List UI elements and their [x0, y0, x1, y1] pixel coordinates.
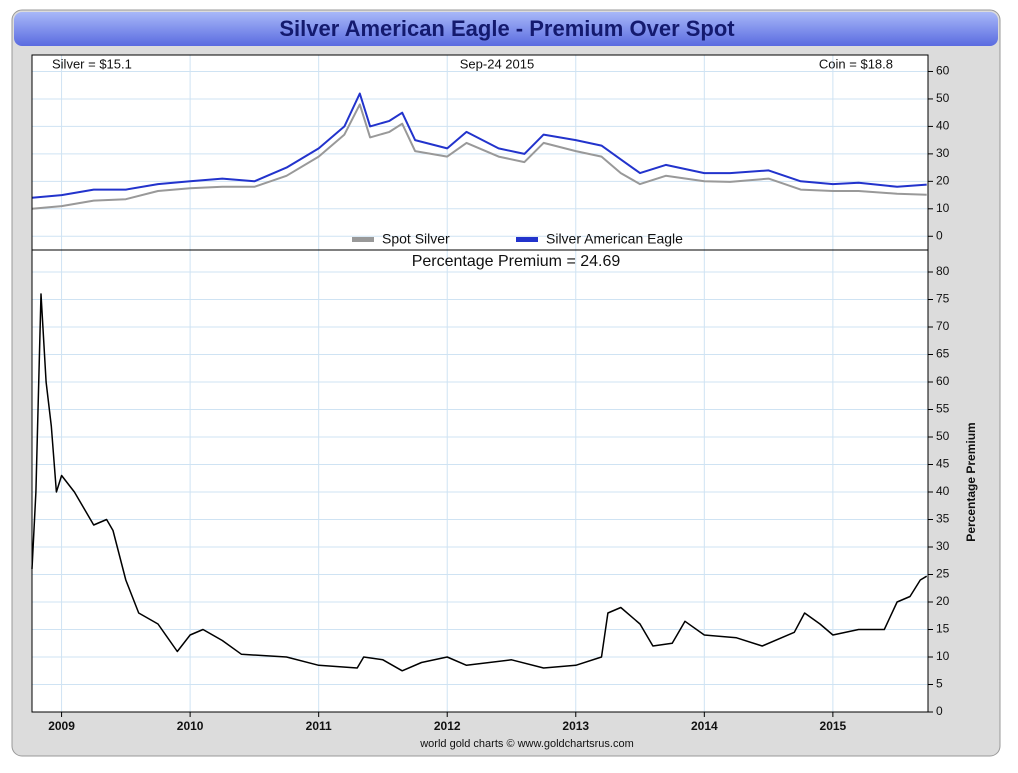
legend-label: Spot Silver — [382, 231, 450, 247]
y-tick-label: 55 — [936, 402, 950, 416]
y-tick-label: 0 — [936, 228, 943, 242]
title-bar — [14, 12, 998, 46]
y-tick-label: 15 — [936, 622, 950, 636]
y-tick-label: 50 — [936, 429, 950, 443]
y-tick-label: 30 — [936, 146, 950, 160]
line — [31, 293, 928, 672]
y-tick-label: 60 — [936, 64, 950, 78]
y-tick-label: 20 — [936, 594, 950, 608]
y-tick-label: 70 — [936, 319, 950, 333]
y-tick-label: 30 — [936, 539, 950, 553]
panel-title: Percentage Premium = 24.69 — [412, 253, 621, 270]
x-tick-label: 2013 — [562, 719, 589, 733]
y-tick-label: 80 — [936, 264, 950, 278]
y-tick-label: 60 — [936, 374, 950, 388]
annotation: Coin = $18.8 — [819, 56, 893, 71]
source: world gold charts © www.goldchartsrus.co… — [419, 738, 634, 750]
x-tick-label: 2009 — [48, 719, 75, 733]
y-tick-label: 35 — [936, 512, 950, 526]
y-tick-label: 75 — [936, 292, 950, 306]
y-tick-label: 40 — [936, 119, 950, 133]
y-tick-label: 40 — [936, 484, 950, 498]
y-tick-label: 10 — [936, 201, 950, 215]
legend-label: Silver American Eagle — [546, 231, 683, 247]
y-tick-label: 25 — [936, 567, 950, 581]
y-tick-label: 50 — [936, 91, 950, 105]
x-tick-label: 2014 — [691, 719, 718, 733]
y-axis-label: Percentage Premium — [964, 422, 978, 541]
legend-swatch — [516, 237, 538, 242]
annotation: Silver = $15.1 — [52, 56, 132, 71]
y-tick-label: 65 — [936, 347, 950, 361]
y-tick-label: 20 — [936, 174, 950, 188]
x-tick-label: 2012 — [434, 719, 461, 733]
line — [31, 92, 927, 199]
y-tick-label: 0 — [936, 704, 943, 718]
x-tick-label: 2015 — [820, 719, 847, 733]
x-tick-label: 2010 — [177, 719, 204, 733]
plot-border — [31, 54, 929, 713]
y-tick-label: 45 — [936, 457, 950, 471]
line — [31, 103, 927, 210]
x-tick-label: 2011 — [306, 719, 332, 733]
chart-title: Silver American Eagle - Premium Over Spo… — [279, 16, 735, 41]
legend-swatch — [352, 237, 374, 242]
y-tick-label: 5 — [936, 677, 943, 691]
annotation: Sep-24 2015 — [460, 56, 534, 71]
y-tick-label: 10 — [936, 649, 950, 663]
